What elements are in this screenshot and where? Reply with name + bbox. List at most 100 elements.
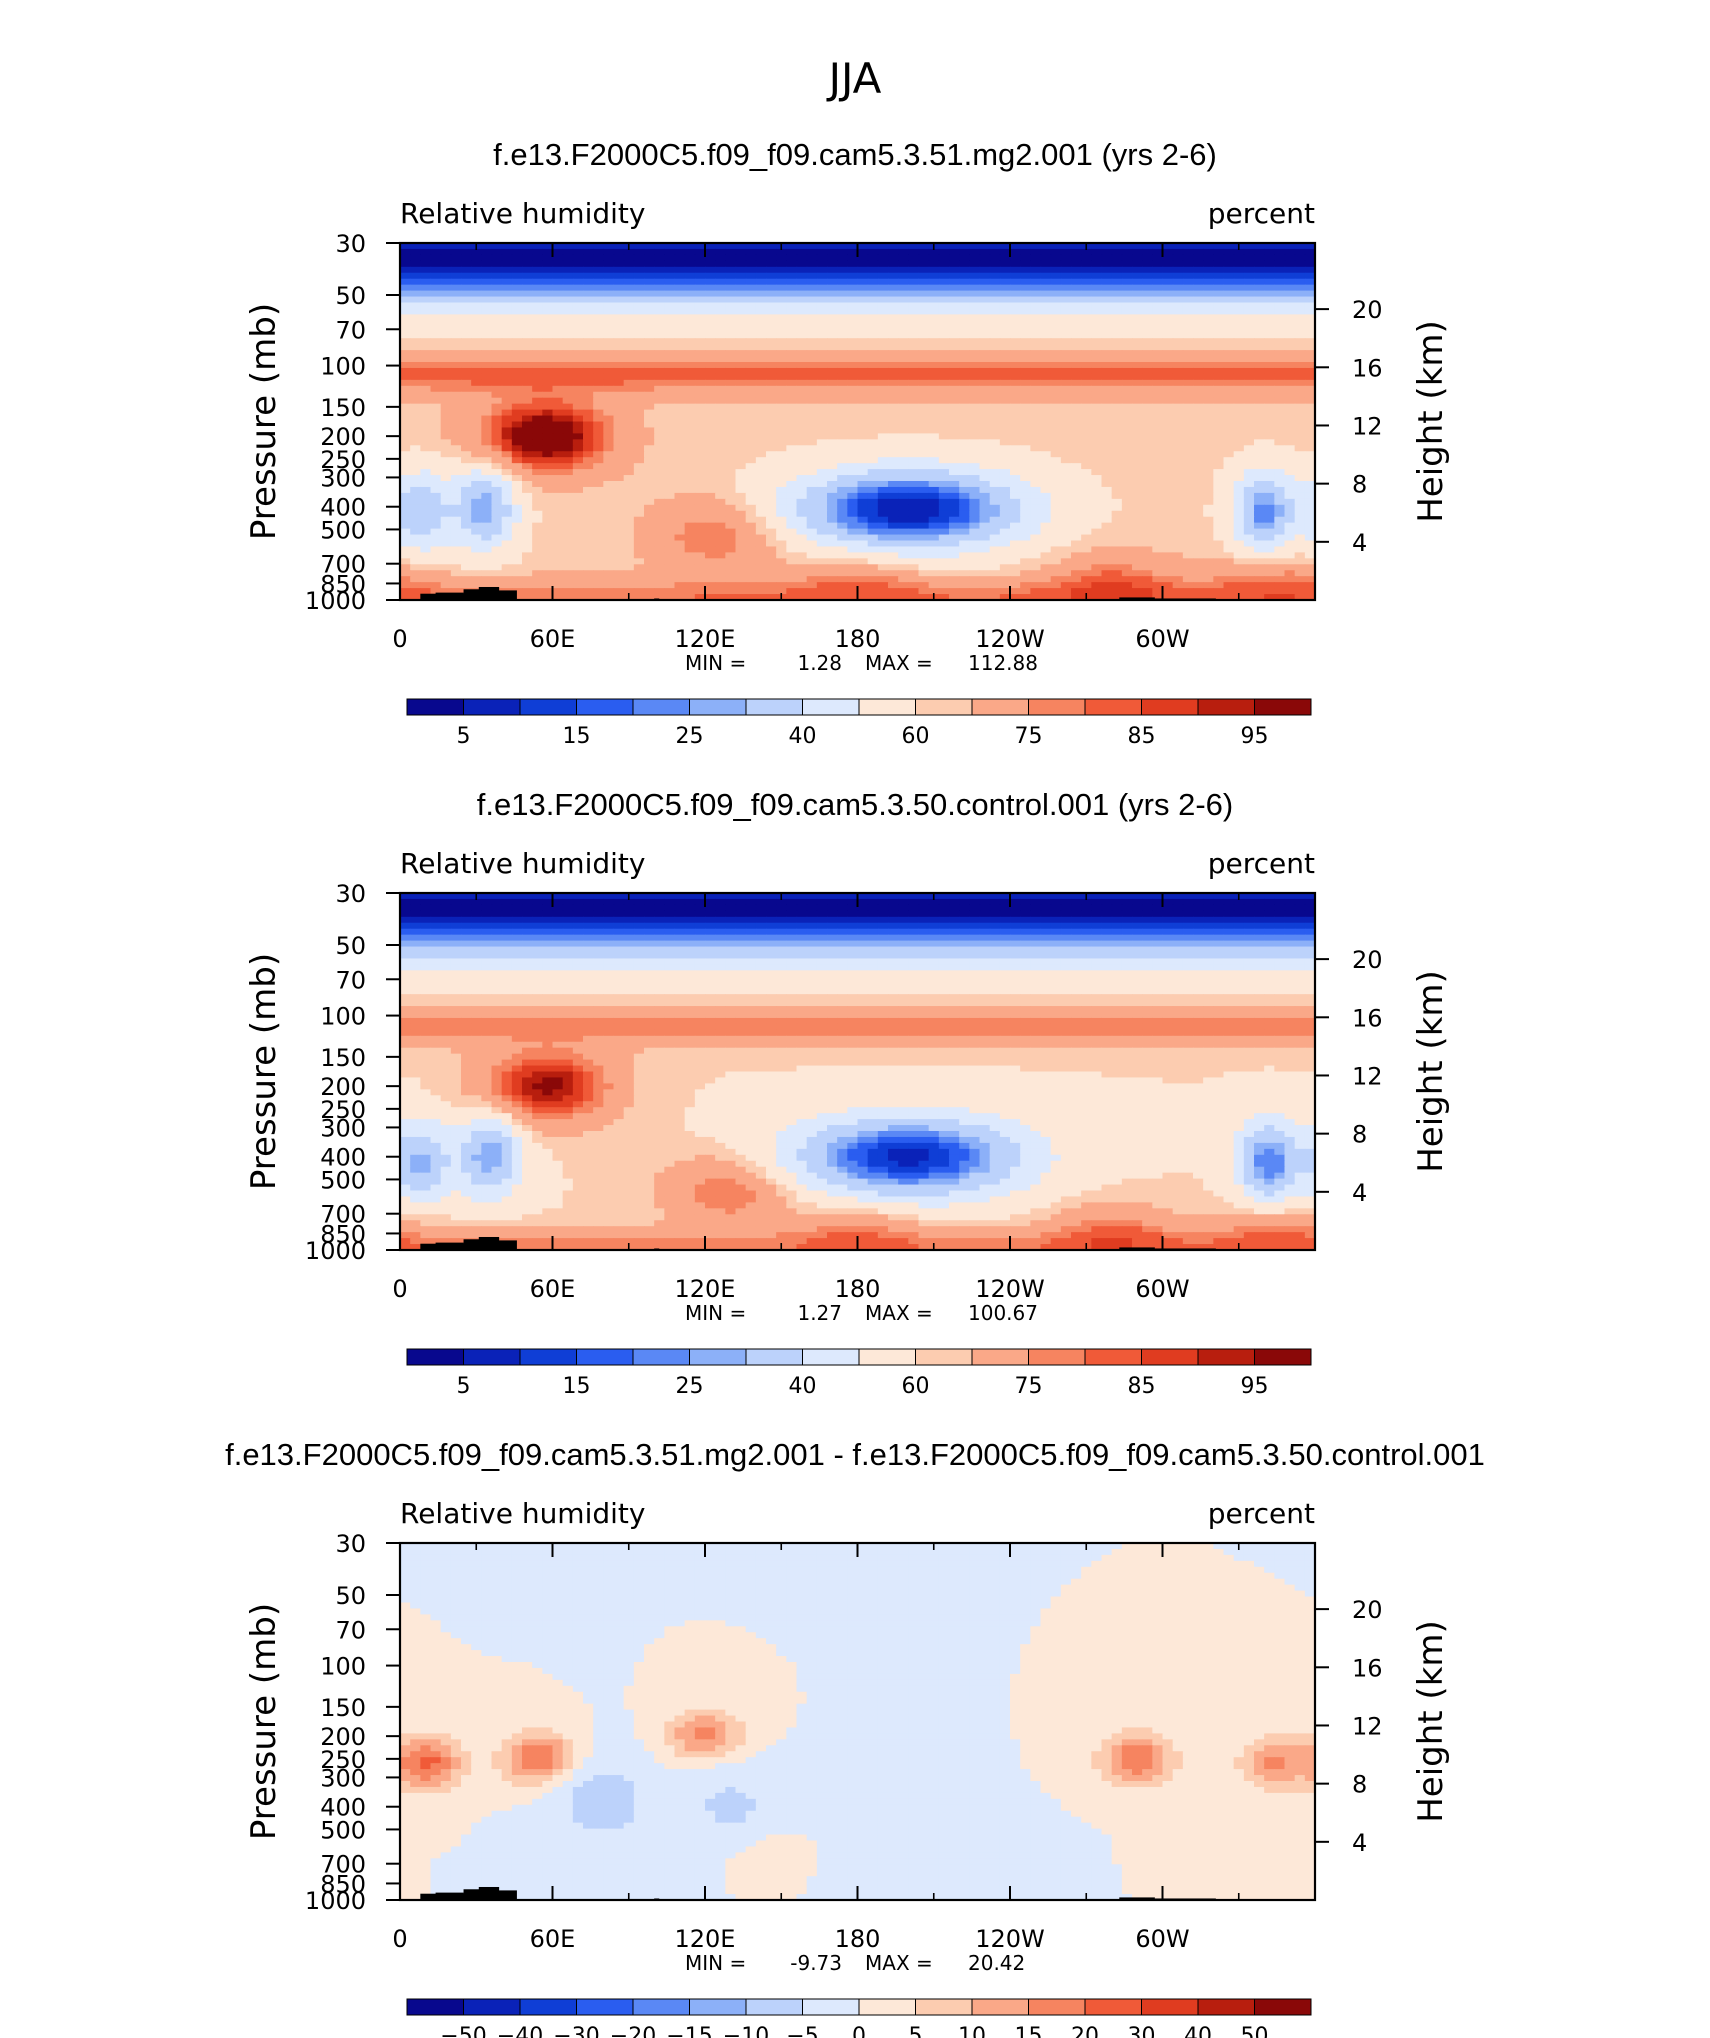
contour-cell [684, 522, 696, 530]
contour-cell [410, 439, 421, 446]
contour-cell [776, 362, 787, 369]
contour-cell [1020, 498, 1031, 506]
contour-cell [461, 338, 472, 345]
contour-cell [979, 481, 991, 488]
contour-cell [1223, 296, 1235, 304]
contour-cell [918, 373, 930, 381]
contour-cell [837, 350, 848, 357]
contour-cell [1040, 534, 1052, 542]
contour-cell [938, 350, 950, 357]
contour-cell [1101, 415, 1113, 423]
contour-cell [583, 469, 594, 476]
contour-cell [1294, 397, 1306, 405]
contour-cell [877, 409, 889, 417]
contour-cell [1203, 409, 1214, 417]
contour-cell [847, 552, 859, 559]
contour-cell [1203, 481, 1214, 488]
contour-cell [644, 534, 655, 542]
contour-cell [999, 433, 1011, 440]
contour-cell [816, 564, 828, 571]
contour-cell [430, 570, 442, 577]
contour-cell [1264, 362, 1275, 369]
contour-cell [1050, 445, 1062, 452]
contour-cell [928, 558, 940, 565]
contour-cell [1030, 445, 1042, 452]
contour-cell [542, 385, 554, 393]
contour-cell [1101, 278, 1113, 286]
contour-cell [542, 320, 554, 327]
contour-cell [430, 272, 442, 280]
contour-cell [1071, 260, 1082, 268]
contour-cell [1010, 475, 1021, 482]
contour-cell [440, 385, 452, 393]
contour-cell [440, 391, 452, 399]
contour-cell [715, 290, 726, 298]
contour-cell [633, 534, 645, 542]
contour-cell [542, 504, 554, 512]
contour-cell [644, 332, 655, 339]
contour-cell [715, 570, 726, 577]
contour-cell [1132, 308, 1143, 315]
contour-cell [816, 481, 828, 488]
contour-cell [1152, 540, 1164, 548]
contour-cell [705, 409, 716, 417]
contour-cell [532, 439, 543, 446]
contour-cell [674, 290, 686, 298]
contour-cell [1243, 254, 1255, 262]
contour-cell [1172, 534, 1184, 542]
contour-cell [633, 498, 645, 506]
contour-cell [1101, 356, 1113, 363]
contour-cell [918, 564, 930, 571]
contour-cell [532, 492, 543, 500]
contour-cell [979, 356, 991, 363]
contour-cell [755, 385, 767, 393]
contour-cell [1152, 486, 1164, 494]
contour-cell [1223, 498, 1235, 506]
contour-cell [1294, 433, 1306, 440]
contour-cell [1243, 344, 1255, 351]
contour-cell [430, 266, 442, 274]
contour-cell [1162, 475, 1174, 482]
contour-cell [766, 516, 777, 524]
contour-cell [735, 415, 747, 423]
contour-cell [532, 409, 543, 417]
contour-cell [938, 302, 950, 310]
contour-cell [1060, 481, 1072, 488]
contour-cell [1010, 510, 1021, 518]
contour-cell [1121, 320, 1133, 327]
contour-cell [1030, 362, 1042, 369]
contour-cell [603, 409, 615, 417]
contour-cell [1142, 433, 1153, 440]
contour-cell [471, 469, 482, 476]
contour-cell [969, 290, 981, 298]
contour-cell [481, 290, 493, 298]
contour-cell [908, 552, 920, 559]
contour-cell [1050, 278, 1062, 286]
contour-cell [400, 492, 411, 500]
contour-cell [664, 540, 676, 548]
contour-cell [522, 457, 533, 464]
contour-cell [522, 332, 533, 339]
contour-cell [542, 492, 554, 500]
contour-cell [1284, 284, 1296, 292]
contour-cell [674, 540, 686, 548]
contour-cell [522, 284, 533, 292]
contour-cell [552, 260, 564, 268]
contour-cell [501, 254, 513, 262]
contour-cell [827, 421, 838, 429]
contour-cell [918, 385, 930, 393]
contour-cell [999, 439, 1011, 446]
contour-cell [430, 504, 442, 512]
contour-cell [491, 290, 503, 298]
contour-cell [898, 492, 909, 500]
contour-cell [684, 302, 696, 310]
contour-cell [806, 522, 818, 530]
contour-cell [471, 457, 482, 464]
contour-cell [1213, 320, 1225, 327]
contour-cell [867, 338, 879, 345]
contour-cell [837, 362, 848, 369]
contour-cell [664, 528, 676, 536]
contour-cell [816, 415, 828, 423]
contour-cell [786, 362, 798, 369]
contour-cell [888, 385, 899, 393]
